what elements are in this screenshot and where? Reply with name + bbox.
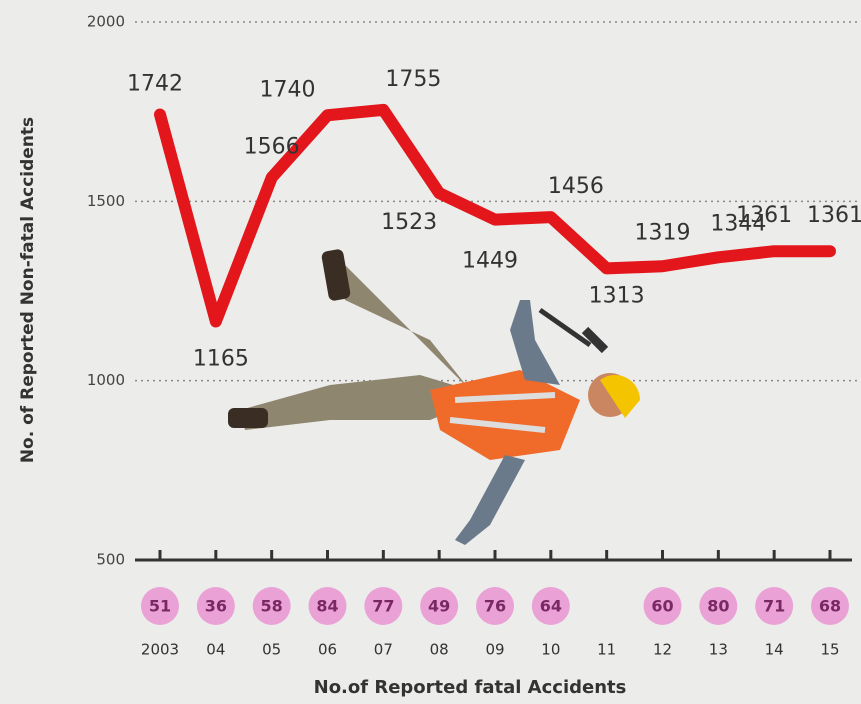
chart: No. of Reported Non-fatal Accidents No.o… — [0, 0, 861, 704]
x-tick-label: 04 — [206, 641, 225, 659]
fatal-label: 84 — [316, 597, 338, 616]
data-label: 1165 — [193, 346, 249, 371]
x-tick-label: 2003 — [141, 641, 179, 659]
fatal-label: 49 — [428, 597, 450, 616]
fatal-label: 68 — [819, 597, 841, 616]
x-tick-label: 05 — [262, 641, 281, 659]
data-label: 1742 — [127, 72, 183, 97]
fatal-label: 71 — [763, 597, 785, 616]
y-tick-label: 2000 — [87, 13, 125, 31]
fatal-label: 60 — [651, 597, 673, 616]
data-label: 1361 — [736, 203, 792, 228]
data-label: 1361 — [807, 203, 861, 228]
x-tick-label: 12 — [653, 641, 672, 659]
y-tick-label: 1000 — [87, 371, 125, 389]
x-tick-label: 10 — [541, 641, 560, 659]
fatal-label: 64 — [540, 597, 562, 616]
data-label: 1319 — [635, 220, 691, 245]
x-tick-label: 08 — [430, 641, 449, 659]
x-tick-label: 06 — [318, 641, 337, 659]
x-axis-title: No.of Reported fatal Accidents — [314, 677, 627, 698]
x-tick-label: 11 — [597, 641, 616, 659]
x-tick-label: 09 — [485, 641, 504, 659]
data-label: 1313 — [589, 283, 645, 308]
data-label: 1740 — [260, 77, 316, 102]
x-tick-label: 07 — [374, 641, 393, 659]
fatal-label: 36 — [205, 597, 227, 616]
fatal-label: 76 — [484, 597, 506, 616]
fatal-label: 58 — [261, 597, 283, 616]
data-label: 1566 — [244, 135, 300, 160]
data-label: 1456 — [548, 174, 604, 199]
x-tick-label: 14 — [765, 641, 784, 659]
fatal-label: 80 — [707, 597, 729, 616]
y-axis-title: No. of Reported Non-fatal Accidents — [18, 117, 38, 463]
data-label: 1449 — [462, 249, 518, 274]
y-tick-label: 500 — [96, 551, 125, 569]
data-label: 1755 — [385, 67, 441, 92]
x-tick-label: 13 — [709, 641, 728, 659]
y-tick-label: 1500 — [87, 192, 125, 210]
fatal-label: 77 — [372, 597, 394, 616]
x-tick-label: 15 — [820, 641, 839, 659]
data-label: 1523 — [381, 210, 437, 235]
fatal-label: 51 — [149, 597, 171, 616]
page: {"chart_data": {"type": "line", "y_label… — [0, 0, 861, 704]
